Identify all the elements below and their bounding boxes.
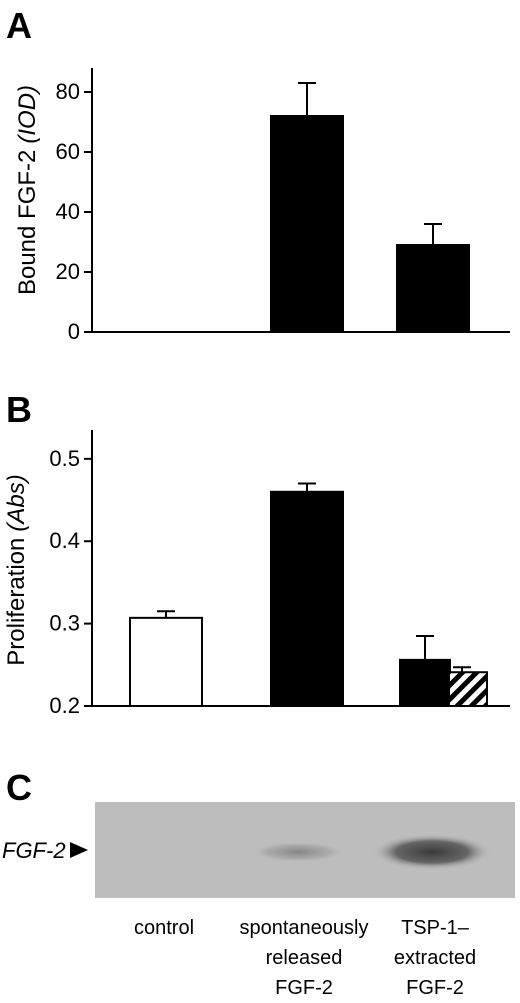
y-tick-label: 0.3	[49, 611, 80, 636]
panel-a-ylabel-unit: (IOD)	[14, 85, 41, 144]
arrowhead-icon	[70, 842, 88, 858]
y-tick-label: 80	[56, 79, 80, 104]
y-tick-label: 0	[68, 319, 80, 344]
y-tick-label: 20	[56, 259, 80, 284]
blot-band	[252, 841, 344, 863]
panel-label-b: B	[6, 389, 32, 430]
category-label-line: spontaneously	[240, 917, 369, 939]
bar	[129, 616, 203, 708]
bar	[399, 658, 451, 707]
panel-label-a: A	[6, 5, 32, 46]
panel-c-blot: FGF-2	[2, 802, 515, 898]
panel-a-ylabel-main: Bound FGF-2	[14, 150, 41, 295]
y-tick-label: 40	[56, 199, 80, 224]
bar-hatched	[448, 671, 488, 707]
bar	[270, 115, 344, 333]
category-label-line: FGF-2	[406, 977, 464, 999]
panel-b-ylabel: Proliferation (Abs)	[3, 474, 30, 665]
blot-band	[372, 834, 492, 870]
panel-b-ylabel-main: Proliferation	[3, 538, 30, 666]
panel-label-c: C	[6, 767, 32, 808]
category-label-line: released	[266, 947, 343, 969]
category-label-line: TSP-1–	[401, 917, 470, 939]
category-label-line: FGF-2	[275, 977, 333, 999]
panel-a-chart: Bound FGF-2 (IOD) 0 20 40 60 80	[14, 68, 510, 344]
panel-b-ylabel-unit: (Abs)	[3, 474, 30, 531]
panel-a-ylabel: Bound FGF-2 (IOD)	[14, 85, 41, 295]
category-label-line: control	[134, 917, 194, 939]
y-tick-label: 0.4	[49, 528, 80, 553]
bar	[396, 244, 470, 333]
y-tick-label: 60	[56, 139, 80, 164]
y-tick-label: 0.2	[49, 693, 80, 718]
category-labels: control spontaneously released FGF-2 TSP-1– e…	[134, 917, 476, 999]
y-tick-label: 0.5	[49, 446, 80, 471]
category-label-line: extracted	[394, 947, 476, 969]
bar	[270, 490, 344, 707]
panel-b-chart: Proliferation (Abs) 0.2 0.3 0.4 0.5	[3, 430, 510, 718]
blot-label: FGF-2	[2, 838, 66, 863]
